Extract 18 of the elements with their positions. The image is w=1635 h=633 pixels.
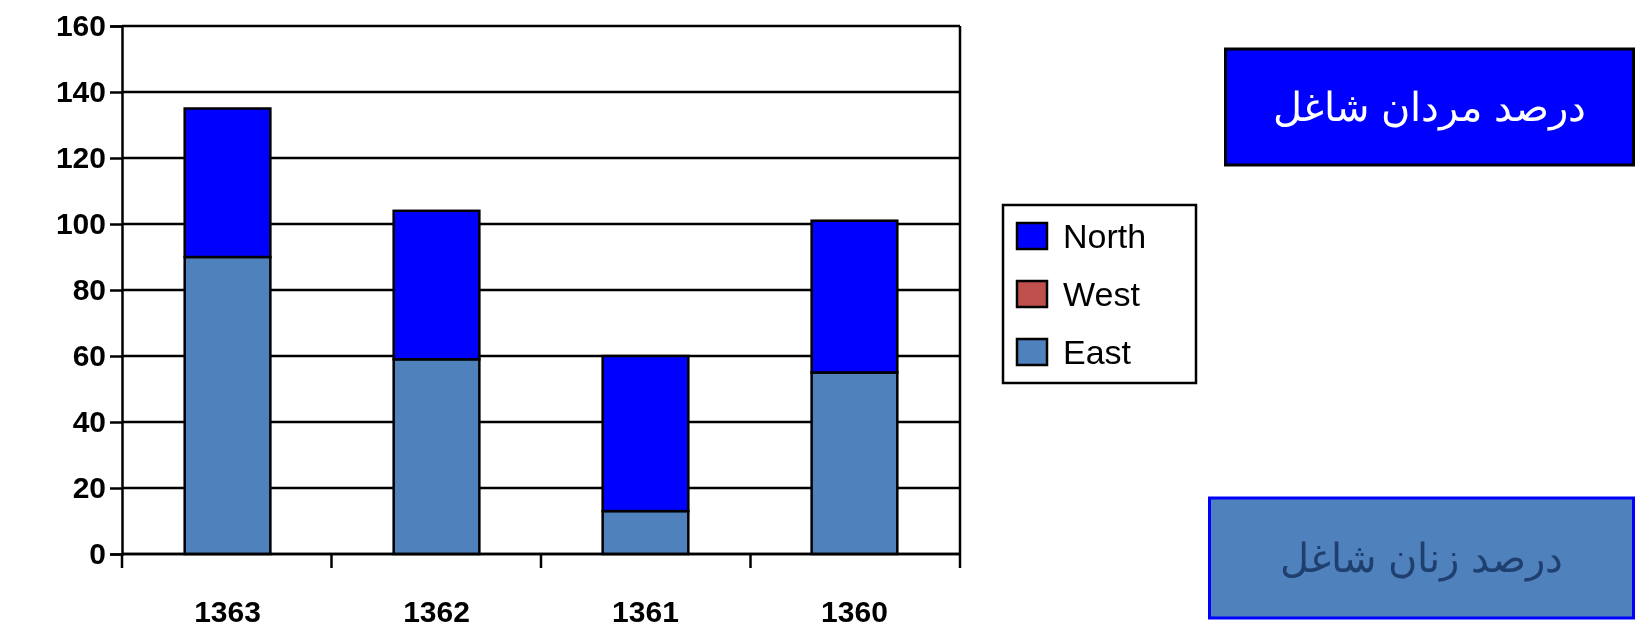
y-tick-label: 120 <box>55 141 106 175</box>
legend-label: North <box>1063 217 1147 255</box>
legend-label: West <box>1063 275 1141 313</box>
y-tick-label: 0 <box>89 537 106 571</box>
text: درصد زنان شاغل <box>1280 536 1563 582</box>
x-tick-label: 1363 <box>194 595 261 628</box>
y-tick-label: 20 <box>72 471 106 505</box>
y-tick-label: 140 <box>55 75 106 109</box>
y-tick-label: 60 <box>72 339 106 373</box>
y-tick-label: 80 <box>72 273 106 307</box>
x-tick-label: 1362 <box>403 595 470 628</box>
legend-label: East <box>1063 333 1132 371</box>
x-tick-label: 1361 <box>612 595 679 628</box>
y-tick-label: 40 <box>72 405 106 439</box>
y-tick-label: 100 <box>55 207 106 241</box>
text: درصد مردان شاغل <box>1273 85 1586 131</box>
x-tick-label: 1360 <box>821 595 888 628</box>
y-tick-label: 160 <box>55 9 106 43</box>
